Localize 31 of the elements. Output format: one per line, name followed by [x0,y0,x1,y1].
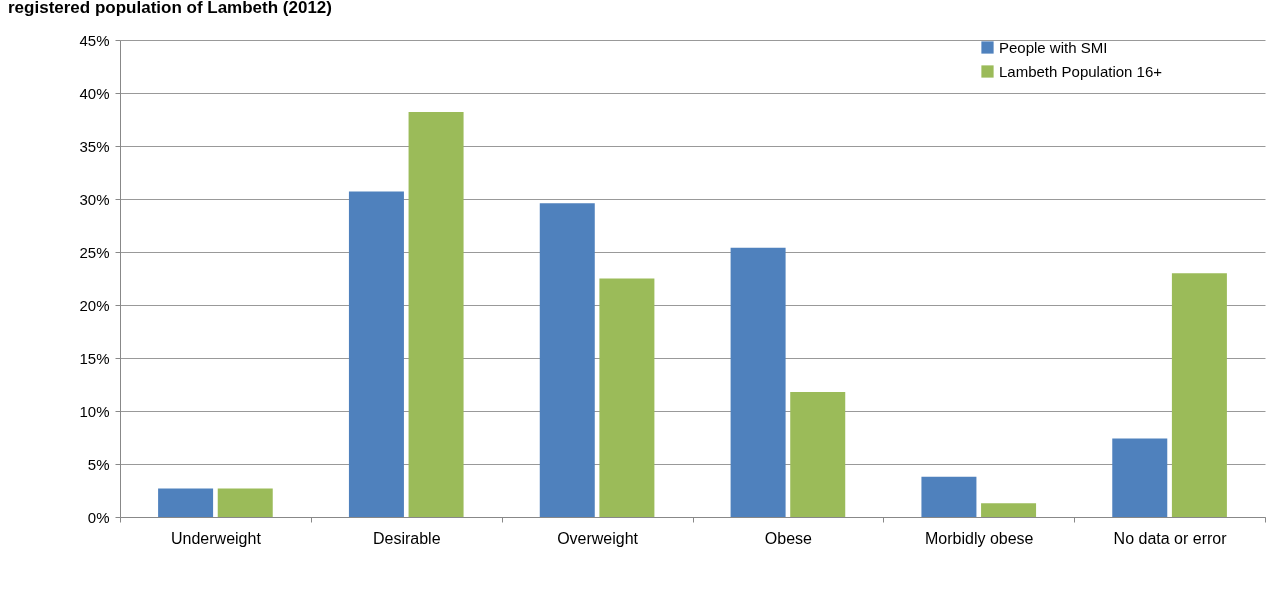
bar [921,476,977,517]
y-tick-label: 5% [87,455,110,473]
y-tick-label: 15% [79,349,110,367]
bar [539,203,595,517]
bar [730,247,786,517]
bar [981,503,1037,517]
x-tick-label: Underweight [171,529,262,547]
bar [790,391,846,517]
bar [217,488,273,517]
y-tick-label: 45% [79,31,110,49]
x-tick-label: No data or error [1113,529,1228,547]
x-tick-label: Obese [764,529,813,547]
y-tick-label: 35% [79,137,110,155]
y-tick-label: 25% [79,243,110,261]
bar [408,112,464,517]
y-tick-label: 30% [79,190,110,208]
legend-label: Lambeth Population 16+ [999,62,1163,80]
y-tick-label: 40% [79,84,110,102]
x-tick-label: Morbidly obese [925,529,1034,547]
bar [1112,438,1168,517]
bar [599,278,655,517]
legend-label: People with SMI [999,38,1108,56]
y-tick-label: 20% [79,296,110,314]
y-tick-label: 0% [87,508,110,526]
bar [158,488,214,517]
y-tick-label: 10% [79,402,110,420]
x-tick-label: Desirable [372,529,441,547]
chart-title: registered population of Lambeth (2012) [8,0,332,17]
bar [1171,273,1227,517]
bar [348,191,404,517]
x-tick-label: Overweight [557,529,639,547]
